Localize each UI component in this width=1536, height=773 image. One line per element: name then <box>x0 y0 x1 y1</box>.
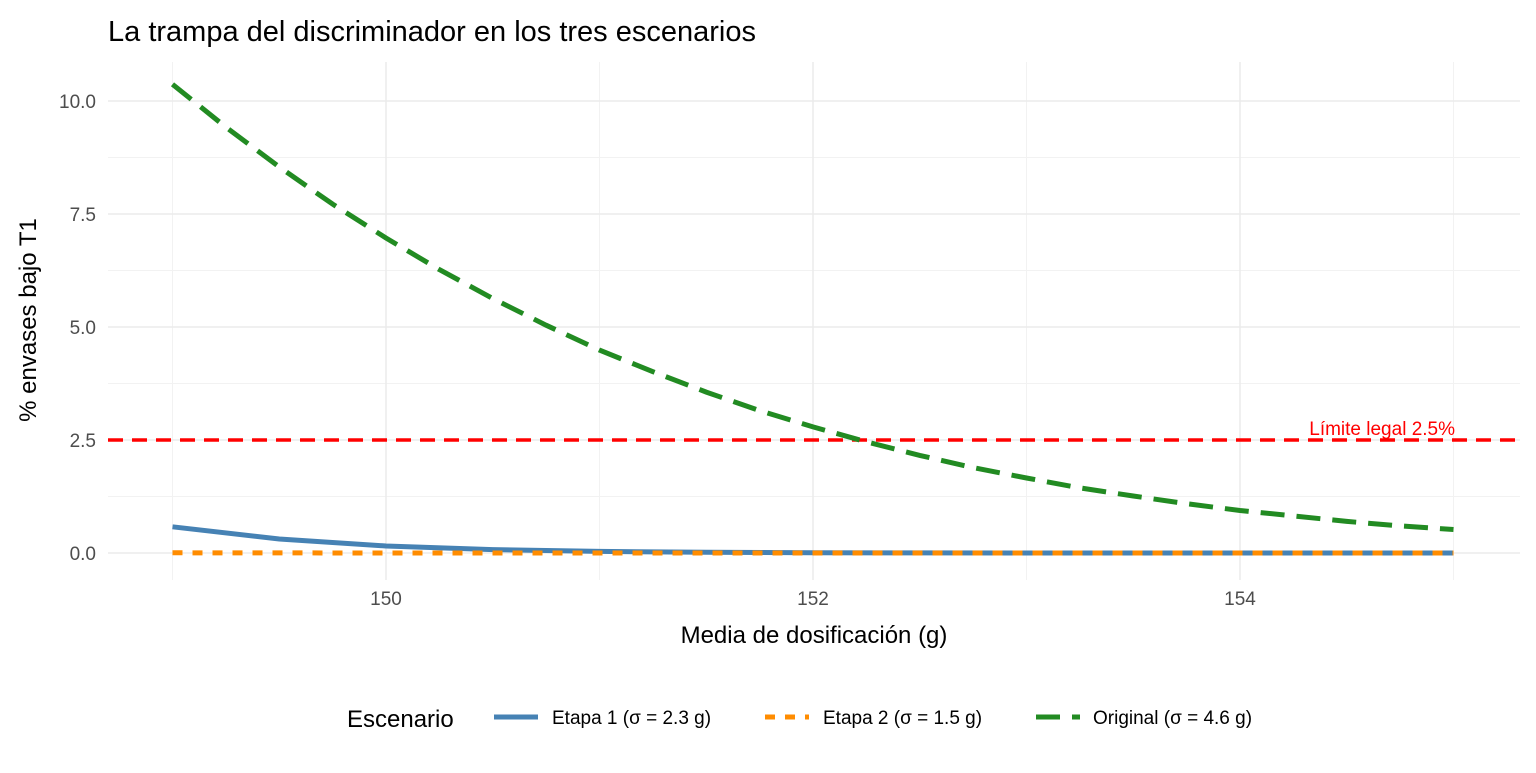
x-tick-label: 150 <box>370 589 402 610</box>
legend-label-3: Original (σ = 4.6 g) <box>1093 708 1252 729</box>
legend-title: Escenario <box>347 706 454 733</box>
reference-line-label: Límite legal 2.5% <box>1309 419 1455 440</box>
y-tick-label: 10.0 <box>59 92 96 113</box>
y-tick-label: 0.0 <box>70 544 96 565</box>
legend: Escenario Etapa 1 (σ = 2.3 g) Etapa 2 (σ … <box>347 706 1252 733</box>
legend-label-1: Etapa 1 (σ = 2.3 g) <box>552 708 711 729</box>
x-tick-label: 154 <box>1224 589 1256 610</box>
y-tick-label: 5.0 <box>70 318 96 339</box>
x-axis-label: Media de dosificación (g) <box>681 622 948 649</box>
grid <box>108 62 1520 580</box>
y-tick-label: 2.5 <box>70 431 96 452</box>
y-axis-label: % envases bajo T1 <box>15 218 42 422</box>
y-tick-label: 7.5 <box>70 205 96 226</box>
x-tick-label: 152 <box>797 589 829 610</box>
legend-label-2: Etapa 2 (σ = 1.5 g) <box>823 708 982 729</box>
chart-title: La trampa del discriminador en los tres … <box>108 16 756 48</box>
